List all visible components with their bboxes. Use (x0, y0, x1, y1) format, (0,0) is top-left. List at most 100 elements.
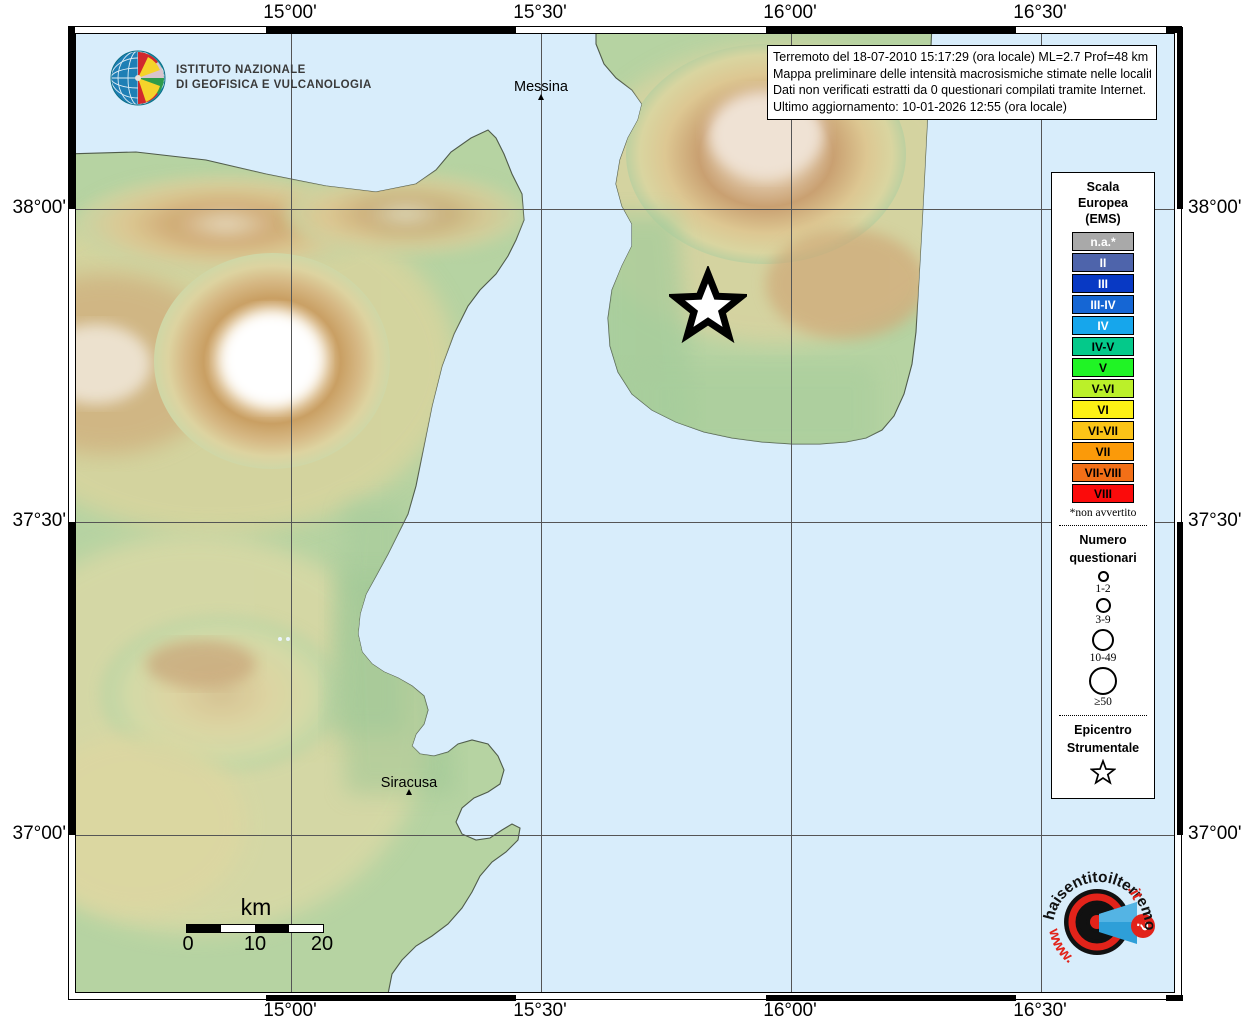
scale-seg-4 (289, 925, 323, 932)
legend-divider-1 (1059, 525, 1147, 526)
questionnaire-circle-icon (1097, 571, 1109, 582)
legend-swatch-vii[interactable]: VII (1072, 442, 1134, 461)
frame-checker-bottom-2 (766, 995, 1016, 1001)
scale-seg-1 (187, 925, 221, 932)
lon-tick-top-1: 15°30' (513, 2, 567, 23)
scale-tick-2: 20 (310, 933, 334, 955)
questionnaire-circle-icon (1095, 598, 1111, 613)
legend-panel: Scala Europea (EMS) n.a.* II III III-IV IV IV… (1051, 172, 1155, 799)
legend-ems-title-2: Europea (1077, 196, 1128, 210)
frame-checker-bottom-3 (1166, 995, 1183, 1001)
frame-checker-left-2 (69, 522, 75, 835)
questionnaire-circle-icon (1092, 629, 1114, 651)
legend-swatch-vii-viii[interactable]: VII-VIII (1072, 463, 1134, 482)
graticule-lon-15-30 (541, 34, 542, 992)
questionnaire-class-2: 10-49 (1078, 627, 1128, 665)
legend-swatch-viii[interactable]: VIII (1072, 484, 1134, 503)
terrain-mass-calabria-south (766, 229, 926, 339)
questionnaire-class-0: 1-2 (1078, 569, 1128, 596)
city-label-siracusa: Siracusa (380, 775, 438, 791)
frame-checker-right-2 (1177, 522, 1183, 835)
scale-tick-0: 0 (182, 933, 194, 955)
graticule-lat-37-00 (76, 835, 1174, 836)
scale-bar: km 0 10 20 (182, 894, 333, 955)
legend-quest-title-1: Numero (1079, 533, 1127, 547)
lat-tick-left-2: 37°00' (12, 823, 67, 844)
legend-star-icon (1089, 758, 1117, 785)
scale-seg-3 (255, 925, 289, 932)
frame-checker-top-3 (1166, 27, 1183, 33)
event-info-box: Terremoto del 18-07-2010 15:17:29 (ora l… (767, 45, 1157, 120)
legend-divider-2 (1059, 715, 1147, 716)
legend-swatch-vi[interactable]: VI (1072, 400, 1134, 419)
scale-bar-ticks: 0 10 20 (182, 933, 333, 955)
scale-bar-unit: km (240, 894, 272, 920)
lat-tick-right-2: 37°00' (1188, 823, 1242, 844)
info-line-1: Terremoto del 18-07-2010 15:17:29 (ora l… (773, 50, 1149, 64)
graticule-lon-15-00 (291, 34, 292, 992)
svg-text:?: ? (1132, 919, 1150, 932)
terrain-mass-peloritani (286, 172, 524, 256)
terrain-peak-iblei (146, 640, 256, 688)
frame-checker-left-1 (69, 27, 75, 209)
legend-ems-footnote: *non avvertito (1069, 507, 1137, 519)
scale-tick-1: 10 (243, 933, 267, 955)
hsit-logo[interactable]: ? haisentitoilterremoto www. .it (1028, 843, 1163, 981)
legend-ems-title-3: (EMS) (1085, 212, 1121, 226)
legend-swatch-vi-vii[interactable]: VI-VII (1072, 421, 1134, 440)
legend-epicenter-symbol (1055, 758, 1151, 790)
map-canvas[interactable]: ISTITUTO NAZIONALE DI GEOFISICA E VULCAN… (75, 33, 1175, 993)
landmass-sicily (76, 129, 525, 992)
info-line-3: Dati non verificati estratti da 0 questi… (773, 83, 1147, 97)
legend-swatch-iii[interactable]: III (1072, 274, 1134, 293)
info-line-2: Mappa preliminare delle intensità macros… (773, 66, 1151, 81)
legend-epic-title-2: Strumentale (1066, 741, 1140, 755)
legend-swatch-v-vi[interactable]: V-VI (1072, 379, 1134, 398)
legend-swatch-n-a-[interactable]: n.a.* (1072, 232, 1134, 251)
questionnaire-class-3: ≥50 (1078, 665, 1128, 709)
lon-tick-bottom-2: 16°00' (763, 1000, 817, 1021)
legend-questionnaire-classes: 1-2 3-9 10-49 ≥50 (1055, 569, 1151, 709)
epicenter-star-icon[interactable] (669, 266, 747, 344)
lon-tick-top-0: 15°00' (263, 2, 317, 23)
legend-swatch-v[interactable]: V (1072, 358, 1134, 377)
frame-checker-top-2 (766, 27, 1016, 33)
questionnaire-circle-icon (1089, 667, 1117, 695)
graticule-lon-16-30 (1041, 34, 1042, 992)
lon-tick-top-3: 16°30' (1013, 2, 1067, 23)
lon-tick-bottom-3: 16°30' (1013, 1000, 1067, 1021)
legend-swatch-ii[interactable]: II (1072, 253, 1134, 272)
lat-tick-left-1: 37°30' (12, 510, 67, 531)
ingv-wordmark: ISTITUTO NAZIONALE DI GEOFISICA E VULCAN… (176, 63, 372, 93)
legend-epic-title-1: Epicentro (1074, 723, 1132, 737)
ingv-globe-icon (110, 50, 166, 106)
legend-swatch-iv[interactable]: IV (1072, 316, 1134, 335)
graticule-lat-38-00 (76, 209, 1174, 210)
scale-bar-segments (186, 924, 324, 933)
terrain-mass-southwest (76, 734, 246, 914)
legend-quest-title-2: questionari (1069, 551, 1137, 565)
frame-checker-bottom-1 (266, 995, 516, 1001)
ingv-line-2: DI GEOFISICA E VULCANOLOGIA (176, 79, 372, 91)
terrain-peak-etna-summit (220, 311, 324, 407)
map-terrain[interactable] (76, 34, 1174, 992)
questionnaire-class-label: 1-2 (1095, 583, 1111, 595)
terrain-svg (76, 34, 1174, 992)
city-marker-messina (538, 94, 544, 100)
terrain-peak-west (76, 324, 151, 404)
legend-swatch-iv-v[interactable]: IV-V (1072, 337, 1134, 356)
legend-swatch-iii-iv[interactable]: III-IV (1072, 295, 1134, 314)
legend-ems-title-1: Scala (1086, 180, 1120, 194)
lat-tick-right-0: 38°00' (1188, 197, 1242, 218)
legend-ems-swatches: n.a.* II III III-IV IV IV-V V V-VI VI VI-VII VII VI… (1055, 232, 1151, 503)
frame-checker-top-1 (266, 27, 516, 33)
questionnaire-class-label: 3-9 (1095, 614, 1111, 626)
lat-tick-right-1: 37°30' (1188, 510, 1242, 531)
graticule-lat-37-30 (76, 522, 1174, 523)
lon-tick-bottom-1: 15°30' (513, 1000, 567, 1021)
questionnaire-class-label: 10-49 (1089, 652, 1117, 664)
city-marker-siracusa (406, 789, 412, 795)
scale-seg-2 (221, 925, 255, 932)
questionnaire-class-1: 3-9 (1078, 596, 1128, 627)
islet-2 (286, 637, 290, 641)
